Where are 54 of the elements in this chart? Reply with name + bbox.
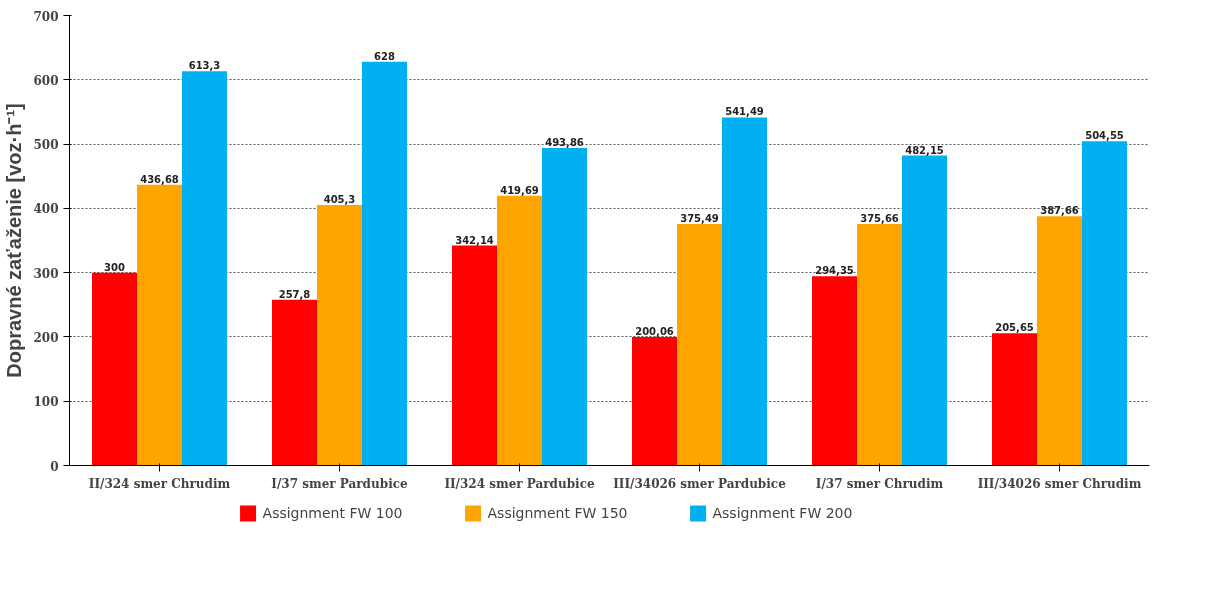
bar [137, 184, 182, 466]
x-tick-label: III/34026 smer Pardubice [613, 476, 787, 491]
data-label: 493,86 [545, 137, 584, 149]
data-label: 541,49 [725, 106, 764, 118]
bar [1082, 141, 1127, 466]
x-tick-label: I/37 smer Chrudim [815, 476, 944, 491]
data-label: 375,49 [680, 213, 719, 225]
bar [452, 245, 497, 466]
x-tick-label: I/37 smer Pardubice [271, 476, 408, 491]
x-tick-label: III/34026 smer Chrudim [977, 476, 1142, 491]
data-label: 387,66 [1040, 205, 1079, 217]
bar [812, 276, 857, 466]
y-tick-label: 500 [33, 138, 59, 153]
bar [677, 224, 722, 466]
y-tick-label: 200 [33, 330, 59, 345]
data-label: 375,66 [860, 213, 899, 224]
bar [542, 148, 587, 466]
bar [902, 155, 947, 466]
y-axis-title: Dopravné zaťaženie [voz·h⁻¹] [3, 103, 26, 378]
y-tick-label: 600 [33, 73, 59, 88]
data-label: 342,14 [455, 234, 494, 246]
data-label: 504,55 [1085, 130, 1124, 142]
y-tick-label: 400 [33, 202, 59, 217]
data-label: 257,8 [278, 288, 311, 300]
bar [632, 336, 677, 466]
bar [497, 195, 542, 466]
y-tick-label: 700 [33, 9, 59, 24]
bar [92, 272, 137, 466]
y-tick-label: 100 [33, 395, 59, 410]
bar [992, 333, 1037, 466]
bar [362, 61, 407, 466]
bar [1037, 216, 1082, 466]
data-label: 300 [104, 261, 125, 273]
bar [182, 71, 227, 466]
data-label: 294,35 [815, 265, 854, 277]
data-label: 205,65 [995, 322, 1034, 334]
data-label: 200,06 [635, 325, 674, 337]
data-label: 628 [374, 50, 395, 62]
x-tick-label: II/324 smer Pardubice [444, 476, 595, 491]
bar [317, 204, 362, 466]
data-label: 405,3 [323, 193, 356, 205]
legend-label: Assignment FW 150 [487, 505, 628, 521]
data-label: 436,68 [140, 173, 179, 185]
bar [857, 224, 902, 466]
x-tick-label: II/324 smer Chrudim [88, 476, 231, 491]
bar [272, 299, 317, 466]
y-tick-label: 0 [50, 459, 59, 474]
y-tick-label: 300 [33, 266, 59, 281]
data-label: 613,3 [188, 60, 221, 72]
data-label: 482,15 [905, 144, 944, 156]
legend-label: Assignment FW 200 [712, 505, 853, 521]
legend-label: Assignment FW 100 [262, 505, 403, 521]
bar [722, 117, 767, 466]
data-label: 419,69 [500, 184, 539, 196]
